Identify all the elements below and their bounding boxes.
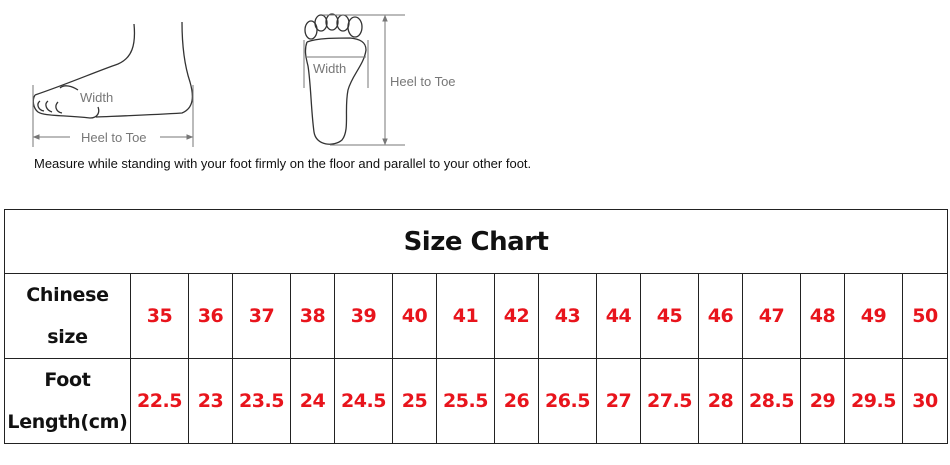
row-header-line: Foot [44, 369, 91, 391]
sole-foot-drawing [304, 13, 367, 145]
size-cell: 36 [188, 273, 233, 359]
size-cell: 49 [844, 273, 903, 359]
sole-width-label: Width [313, 61, 347, 76]
length-cell: 25 [392, 358, 437, 444]
length-cell: 25.5 [436, 358, 495, 444]
size-chart-table: Size Chart Chinese size 35 36 37 38 39 40… [3, 209, 949, 444]
length-cell: 26 [494, 358, 539, 444]
size-cell: 45 [640, 273, 699, 359]
size-cell: 40 [392, 273, 437, 359]
length-cell: 24 [290, 358, 335, 444]
row-header-line: Chinese [26, 284, 109, 306]
size-cell: 37 [232, 273, 291, 359]
size-cell: 42 [494, 273, 539, 359]
row-header-foot-length: Foot Length(cm) [4, 358, 131, 444]
length-cell: 24.5 [334, 358, 393, 444]
length-cell: 27 [596, 358, 641, 444]
row-header-chinese-size: Chinese size [4, 273, 131, 359]
measurement-instruction: Measure while standing with your foot fi… [34, 156, 532, 171]
size-chart-title: Size Chart [3, 209, 949, 274]
size-cell: 46 [698, 273, 743, 359]
row-header-line: size [47, 326, 88, 348]
side-width-label: Width [80, 90, 114, 105]
size-cell: 38 [290, 273, 335, 359]
table-row-foot-length: Foot Length(cm) 22.5 23 23.5 24 24.5 25 2… [4, 358, 949, 444]
sole-heel-to-toe-label: Heel to Toe [390, 74, 456, 89]
foot-measurement-illustration [32, 13, 405, 147]
size-cell: 44 [596, 273, 641, 359]
size-cell: 48 [800, 273, 845, 359]
length-cell: 30 [901, 358, 949, 444]
row-header-line: Length(cm) [7, 411, 128, 433]
size-cell: 50 [901, 273, 949, 359]
length-cell: 23.5 [232, 358, 291, 444]
length-cell: 23 [188, 358, 233, 444]
length-cell: 29.5 [844, 358, 903, 444]
size-cell: 41 [436, 273, 495, 359]
length-cell: 28 [698, 358, 743, 444]
side-heel-to-toe-label: Heel to Toe [81, 130, 147, 145]
sole-measure-lines [303, 14, 405, 146]
size-cell: 43 [538, 273, 597, 359]
length-cell: 28.5 [742, 358, 801, 444]
size-cell: 47 [742, 273, 801, 359]
table-row-chinese-size: Chinese size 35 36 37 38 39 40 41 42 43 4… [4, 273, 949, 359]
size-cell: 39 [334, 273, 393, 359]
length-cell: 22.5 [130, 358, 189, 444]
length-cell: 29 [800, 358, 845, 444]
side-heel-to-toe-arrow [32, 85, 194, 147]
length-cell: 26.5 [538, 358, 597, 444]
size-cell: 35 [130, 273, 189, 359]
length-cell: 27.5 [640, 358, 699, 444]
